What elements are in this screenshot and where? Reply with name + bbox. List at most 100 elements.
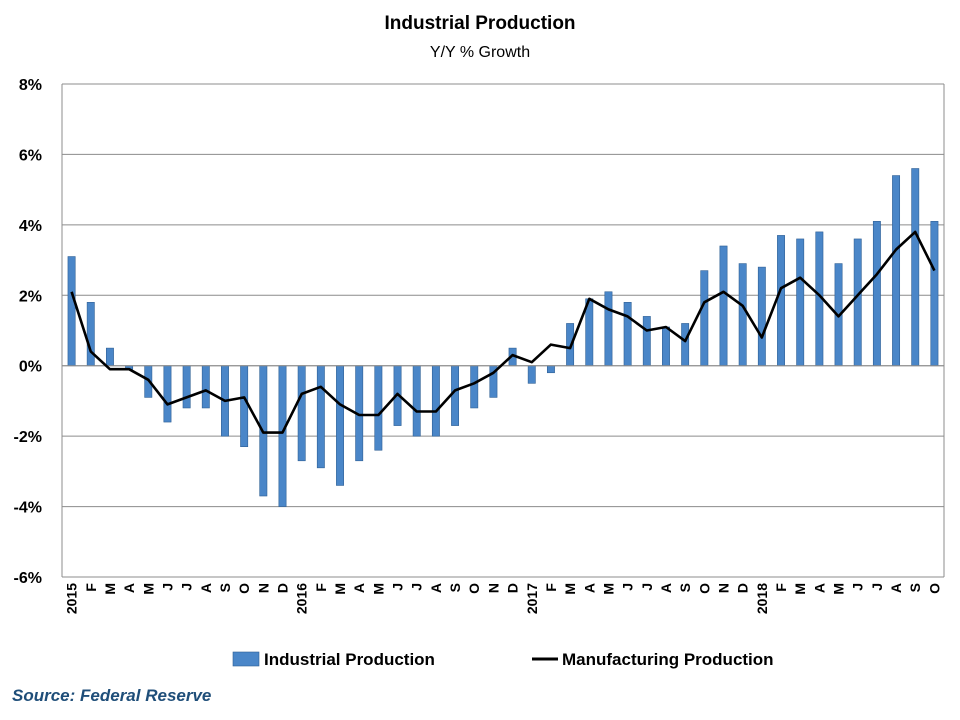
bar	[316, 365, 325, 469]
x-tick-label: O	[926, 583, 942, 594]
x-tick-label: J	[159, 583, 175, 591]
bar	[662, 326, 670, 367]
x-tick-label: A	[351, 583, 367, 593]
x-tick-label: A	[121, 583, 137, 593]
bar	[642, 316, 651, 367]
bar	[67, 256, 76, 367]
bar	[451, 365, 460, 426]
x-tick-label: J	[390, 583, 406, 591]
x-axis-labels: 2015 F M A M J J A S O N D 2016 F M A M J J A S O N D 2017 F M A M J J…	[64, 583, 943, 615]
x-tick-label: M	[600, 583, 616, 595]
bar	[278, 365, 287, 507]
bar	[604, 291, 613, 367]
x-tick-label: J	[620, 583, 636, 591]
x-tick-label: N	[485, 583, 501, 593]
bar	[853, 238, 862, 367]
bar	[546, 365, 555, 374]
bar	[892, 175, 901, 367]
x-tick-label: N	[716, 583, 732, 593]
source-note: Source: Federal Reserve	[12, 686, 212, 705]
bar	[738, 263, 747, 367]
bar	[777, 235, 785, 367]
bar	[872, 221, 881, 367]
x-tick-label: 2015	[64, 583, 80, 614]
bar	[700, 270, 709, 367]
x-tick-label: F	[83, 583, 99, 592]
x-tick-label: A	[888, 583, 904, 593]
bar	[86, 302, 95, 367]
legend-swatch-industrial-production	[232, 651, 260, 667]
x-tick-label: M	[332, 583, 348, 595]
x-tick-label: J	[850, 583, 866, 591]
x-tick-label: A	[811, 583, 827, 593]
bar	[431, 365, 440, 437]
x-tick-label: 2016	[294, 583, 310, 614]
y-tick-label: -6%	[14, 570, 42, 587]
bar	[719, 245, 728, 367]
x-tick-label: A	[581, 583, 597, 593]
x-tick-label: F	[313, 583, 329, 592]
x-tick-label: J	[869, 583, 885, 591]
x-tick-label: A	[428, 583, 444, 593]
legend-label-industrial-production: Industrial Production	[264, 650, 435, 669]
x-tick-label: A	[198, 583, 214, 593]
x-tick-label: S	[907, 583, 923, 592]
x-tick-label: J	[639, 583, 655, 591]
line-path	[70, 230, 936, 434]
bar	[796, 238, 805, 367]
x-tick-label: M	[831, 583, 847, 595]
x-tick-label: S	[677, 583, 693, 592]
x-tick-label: D	[275, 583, 291, 593]
legend-label-manufacturing-production: Manufacturing Production	[562, 650, 774, 669]
y-tick-label: 8%	[19, 77, 42, 94]
line-series-manufacturing-production	[70, 230, 936, 434]
x-tick-label: O	[696, 583, 712, 594]
bar	[930, 221, 939, 367]
y-tick-label: -2%	[14, 429, 42, 446]
x-tick-label: F	[773, 583, 789, 592]
bar	[201, 365, 210, 409]
x-tick-label: O	[466, 583, 482, 594]
x-tick-label: S	[217, 583, 233, 592]
bar	[911, 168, 920, 367]
chart-title: Industrial Production	[384, 13, 575, 34]
bar	[297, 365, 306, 462]
bar	[374, 365, 383, 451]
y-tick-label: 2%	[19, 288, 42, 305]
y-tick-label: -4%	[14, 500, 42, 517]
x-tick-label: M	[140, 583, 156, 595]
x-tick-label: D	[505, 583, 521, 593]
x-tick-label: J	[409, 583, 425, 591]
bar	[336, 365, 344, 486]
bar	[240, 365, 249, 448]
bar	[470, 365, 479, 409]
x-tick-label: J	[179, 583, 195, 591]
bar	[623, 302, 632, 367]
x-tick-label: M	[370, 583, 386, 595]
x-tick-label: M	[562, 583, 578, 595]
y-tick-label: 4%	[19, 218, 42, 235]
x-tick-label: M	[102, 583, 118, 595]
bar	[681, 323, 690, 367]
bar	[757, 266, 766, 367]
gridlines	[61, 83, 945, 578]
x-tick-label: S	[447, 583, 463, 592]
bar	[182, 365, 191, 409]
x-tick-label: A	[658, 583, 674, 593]
bar	[105, 347, 114, 367]
bar	[163, 365, 172, 423]
legend: Industrial Production Manufacturing Prod…	[232, 650, 774, 669]
bar	[527, 365, 536, 384]
x-tick-label: N	[255, 583, 271, 593]
chart-subtitle: Y/Y % Growth	[430, 44, 530, 61]
x-tick-label: M	[792, 583, 808, 595]
bar-series-industrial-production	[62, 168, 944, 507]
y-tick-label: 0%	[19, 359, 42, 376]
x-tick-label: F	[543, 583, 559, 592]
x-tick-label: 2017	[524, 583, 540, 614]
x-tick-label: O	[236, 583, 252, 594]
x-tick-label: D	[735, 583, 751, 593]
bar	[412, 365, 421, 437]
y-tick-label: 6%	[19, 147, 42, 164]
